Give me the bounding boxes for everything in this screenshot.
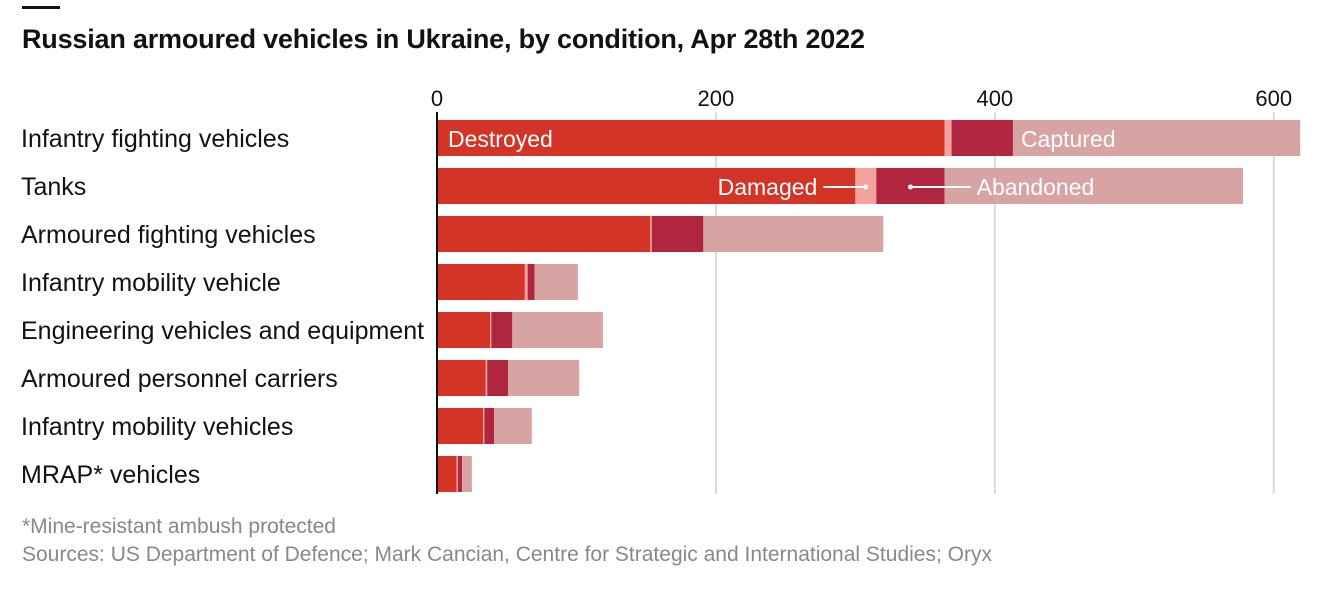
category-label: Tanks: [21, 173, 86, 201]
chart-title: Russian armoured vehicles in Ukraine, by…: [22, 24, 865, 54]
bar-segment-abandoned: [651, 216, 704, 252]
category-label: Infantry fighting vehicles: [21, 125, 289, 153]
x-tick-label: 200: [698, 86, 735, 111]
bar-segment-destroyed: [437, 120, 945, 156]
category-label: Armoured fighting vehicles: [21, 221, 316, 249]
legend-label-destroyed: Destroyed: [448, 126, 553, 152]
bar-segment-destroyed: [437, 408, 484, 444]
bar-segment-abandoned: [457, 456, 463, 492]
bars: [437, 120, 1301, 492]
bar-segment-abandoned: [484, 408, 495, 444]
legend-label-abandoned: Abandoned: [977, 174, 1095, 200]
bar-segment-captured: [512, 312, 603, 348]
bar-segment-destroyed: [437, 312, 490, 348]
legend-dot-damaged: [863, 184, 869, 190]
bar-segment-destroyed: [437, 216, 651, 252]
category-labels: Infantry fighting vehicles Tanks Armoured …: [21, 125, 424, 489]
bar-segment-abandoned: [491, 312, 513, 348]
bar-segment-destroyed: [437, 456, 457, 492]
bar-segment-captured: [508, 360, 580, 396]
bar-segment-abandoned: [527, 264, 535, 300]
category-label: MRAP* vehicles: [21, 461, 200, 489]
category-label: Infantry mobility vehicle: [21, 269, 281, 297]
x-tick-label: 0: [431, 86, 443, 111]
category-label: Infantry mobility vehicles: [21, 413, 293, 441]
bar-segment-destroyed: [437, 168, 856, 204]
bar-segment-damaged: [650, 216, 652, 252]
bar-segment-captured: [534, 264, 578, 300]
bar-segment-captured: [462, 456, 472, 492]
x-tick-label: 600: [1255, 86, 1292, 111]
bar-segment-abandoned: [951, 120, 1013, 156]
legend-label-captured: Captured: [1021, 126, 1116, 152]
category-label: Armoured personnel carriers: [21, 365, 338, 393]
bar-segment-damaged: [485, 360, 488, 396]
bar-segment-damaged: [483, 408, 485, 444]
sources: Sources: US Department of Defence; Mark …: [22, 543, 992, 566]
category-label: Engineering vehicles and equipment: [21, 317, 424, 345]
bar-segment-captured: [703, 216, 884, 252]
bar-segment-damaged: [944, 120, 952, 156]
legend-label-damaged: Damaged: [718, 174, 818, 200]
bar-segment-destroyed: [437, 360, 486, 396]
bar-segment-captured: [494, 408, 532, 444]
bar-segment-damaged: [524, 264, 528, 300]
bar-segment-damaged: [489, 312, 492, 348]
bar-segment-abandoned: [487, 360, 509, 396]
bar-segment-captured: [944, 168, 1244, 204]
legend-dot-abandoned: [907, 184, 913, 190]
inline-legend: Destroyed Captured Damaged Abandoned: [448, 126, 1116, 200]
bar-segment-captured: [1012, 120, 1301, 156]
axis: 0 200 400 600: [431, 86, 1292, 494]
x-tick-label: 400: [976, 86, 1013, 111]
footnote: *Mine-resistant ambush protected: [22, 515, 336, 538]
top-rule: [22, 6, 60, 9]
bar-segment-damaged: [456, 456, 458, 492]
bar-segment-destroyed: [437, 264, 525, 300]
